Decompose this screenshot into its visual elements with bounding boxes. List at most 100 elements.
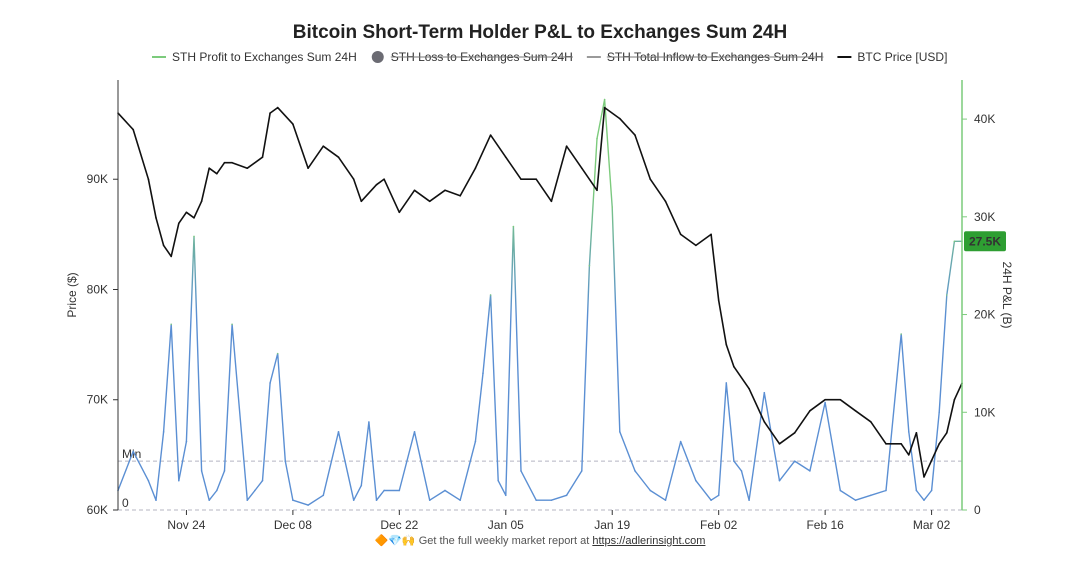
legend-label-4: BTC Price [USD] — [857, 50, 947, 64]
btc-price-point — [619, 117, 621, 120]
btc-price-point — [261, 156, 264, 158]
reference-label-2: 0 — [122, 496, 129, 510]
sth-profit-point — [710, 499, 712, 502]
btc-price-point — [565, 145, 568, 147]
sth-profit-point — [231, 323, 233, 326]
btc-price-point — [200, 200, 203, 203]
btc-price-point — [869, 420, 872, 423]
btc-price-point — [489, 134, 492, 136]
footer-text: Get the full weekly market report at — [418, 535, 590, 547]
btc-price-point — [383, 178, 385, 181]
btc-price-point — [915, 432, 918, 434]
sth-profit-point — [170, 323, 173, 326]
sth-profit-point — [413, 431, 416, 433]
btc-price-point — [147, 178, 150, 181]
sth-profit-point — [824, 401, 826, 404]
btc-price-point — [398, 211, 401, 214]
right-tick-label-1: 0 — [974, 503, 981, 517]
btc-price-point — [710, 233, 712, 236]
sth-profit-point — [428, 499, 431, 502]
btc-price-point — [907, 454, 910, 456]
btc-price-point — [504, 156, 507, 158]
btc-price-point — [854, 409, 857, 412]
btc-price-point — [938, 443, 940, 445]
sth-profit-point — [398, 489, 401, 492]
btc-price-point — [634, 134, 636, 136]
sth-profit-point — [907, 431, 910, 433]
btc-price-point — [550, 200, 553, 203]
sth-profit-point — [923, 499, 925, 502]
sth-profit-point — [809, 470, 811, 472]
legend-swatch-2 — [371, 51, 384, 63]
sth-profit-point — [147, 479, 150, 482]
right-axis-label: 24H P&L (B) — [1000, 262, 1014, 329]
sth-profit-point — [512, 225, 515, 228]
x-tick-label-3: Dec 22 — [380, 518, 418, 532]
btc-price-point — [352, 178, 355, 181]
btc-price-point — [763, 420, 766, 423]
btc-price-point — [474, 167, 477, 170]
btc-price-point — [535, 178, 537, 181]
legend-item-4: BTC Price [USD] — [837, 50, 947, 64]
sth-profit-point — [717, 494, 720, 497]
btc-price-point — [337, 156, 340, 158]
sth-profit-point — [915, 489, 918, 492]
sth-profit-point — [307, 504, 309, 506]
btc-price-point — [953, 398, 956, 401]
btc-price-point — [155, 217, 157, 219]
sth-profit-point — [254, 489, 256, 492]
sth-profit-point — [900, 333, 902, 335]
left-tick-label-2: 70K — [87, 393, 108, 407]
btc-price-point — [322, 145, 325, 147]
sth-profit-point — [885, 489, 887, 492]
sth-profit-point — [284, 460, 287, 462]
sth-profit-point — [565, 494, 568, 497]
footer-link[interactable]: https://adlerinsight.com — [592, 535, 706, 547]
sth-profit-point — [619, 431, 621, 433]
btc-price-point — [193, 217, 195, 219]
sth-profit-point — [200, 470, 203, 472]
btc-price-point — [231, 161, 233, 164]
x-tick-label-5: Jan 19 — [594, 518, 630, 532]
sth-profit-point — [489, 294, 492, 296]
sth-profit-point — [193, 235, 195, 238]
sth-profit-point — [763, 391, 766, 394]
btc-price-point — [900, 443, 902, 445]
btc-price-point — [793, 432, 796, 434]
sth-profit-point — [269, 382, 271, 384]
sth-profit-point — [535, 499, 537, 502]
btc-price-point — [725, 343, 728, 346]
btc-price-point — [208, 167, 211, 170]
btc-price-point — [824, 398, 826, 401]
btc-price-point — [375, 183, 378, 186]
btc-price-point — [162, 244, 165, 247]
btc-price-point — [649, 178, 652, 181]
sth-profit-point — [162, 431, 165, 433]
sth-profit-point — [155, 499, 157, 502]
sth-profit-point — [292, 499, 294, 502]
btc-price-point — [246, 167, 249, 170]
btc-price-point — [276, 106, 279, 109]
sth-profit-point — [596, 137, 598, 140]
btc-price-point — [733, 365, 735, 368]
x-tick-label-7: Feb 16 — [806, 518, 844, 532]
badge-text: 27.5K — [969, 234, 1001, 248]
btc-price-line — [117, 106, 963, 478]
btc-price-point — [809, 409, 811, 412]
btc-price-point — [581, 167, 583, 170]
current-value-badge: 27.5K — [964, 231, 1006, 252]
sth-profit-point — [360, 484, 363, 487]
footer: 🔶💎🙌 Get the full weekly market report at… — [0, 534, 1080, 547]
btc-price-point — [839, 398, 842, 401]
sth-profit-line — [117, 98, 962, 506]
sth-profit-point — [520, 470, 522, 472]
sth-profit-point — [664, 499, 667, 502]
btc-price-point — [178, 222, 180, 225]
sth-profit-point — [178, 479, 180, 482]
x-tick-label-8: Mar 02 — [913, 518, 951, 532]
btc-price-point — [307, 167, 309, 170]
right-tick-label-4: 30K — [974, 210, 995, 224]
btc-price-point — [596, 189, 598, 192]
btc-price-point — [132, 128, 135, 131]
sth-profit-point — [550, 499, 553, 502]
